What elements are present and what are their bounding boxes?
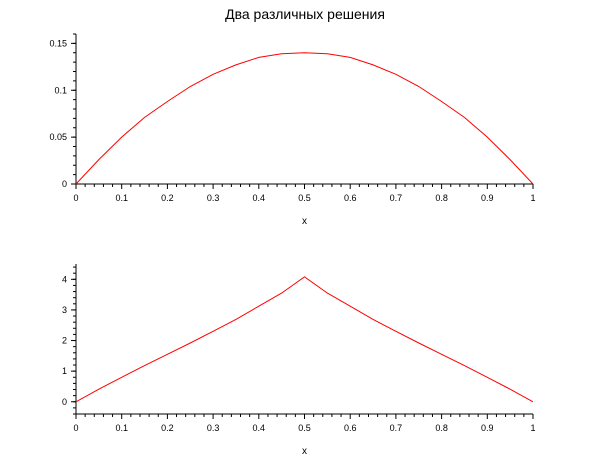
series-line-1 (75, 52, 534, 185)
x-tick-label: 0.5 (298, 423, 311, 433)
x-axis-label: x (302, 446, 307, 457)
x-tick-label: 0.4 (253, 193, 266, 203)
x-tick-label: 0.6 (344, 193, 357, 203)
x-tick-label: 0.3 (207, 193, 220, 203)
x-tick-label: 1 (530, 423, 535, 433)
x-tick-label: 0.8 (435, 423, 448, 433)
x-tick-label: 0.2 (161, 423, 174, 433)
x-tick-label: 0 (73, 193, 78, 203)
series-line-2 (75, 276, 534, 403)
y-tick-label: 0 (62, 397, 67, 407)
x-tick-label: 0.5 (298, 193, 311, 203)
y-tick-label: 4 (62, 274, 67, 284)
x-tick-label: 0.2 (161, 193, 174, 203)
x-tick-label: 0.4 (253, 423, 266, 433)
x-tick-label: 1 (530, 193, 535, 203)
y-tick-label: 3 (62, 305, 67, 315)
x-tick-label: 0.7 (390, 423, 403, 433)
x-tick-label: 0.1 (115, 423, 128, 433)
x-tick-label: 0 (73, 423, 78, 433)
x-tick-label: 0.3 (207, 423, 220, 433)
y-tick-label: 0.15 (49, 38, 67, 48)
figure-title: Два различных решения (225, 6, 385, 22)
y-tick-label: 0 (62, 179, 67, 189)
x-tick-label: 0.7 (390, 193, 403, 203)
y-tick-label: 2 (62, 336, 67, 346)
x-tick-label: 0.8 (435, 193, 448, 203)
x-tick-label: 0.9 (481, 423, 494, 433)
y-tick-label: 0.1 (54, 85, 67, 95)
x-tick-label: 0.1 (115, 193, 128, 203)
y-tick-label: 0.05 (49, 132, 67, 142)
y-tick-label: 1 (62, 366, 67, 376)
x-tick-label: 0.9 (481, 193, 494, 203)
x-axis-label: x (302, 216, 307, 227)
x-tick-label: 0.6 (344, 423, 357, 433)
